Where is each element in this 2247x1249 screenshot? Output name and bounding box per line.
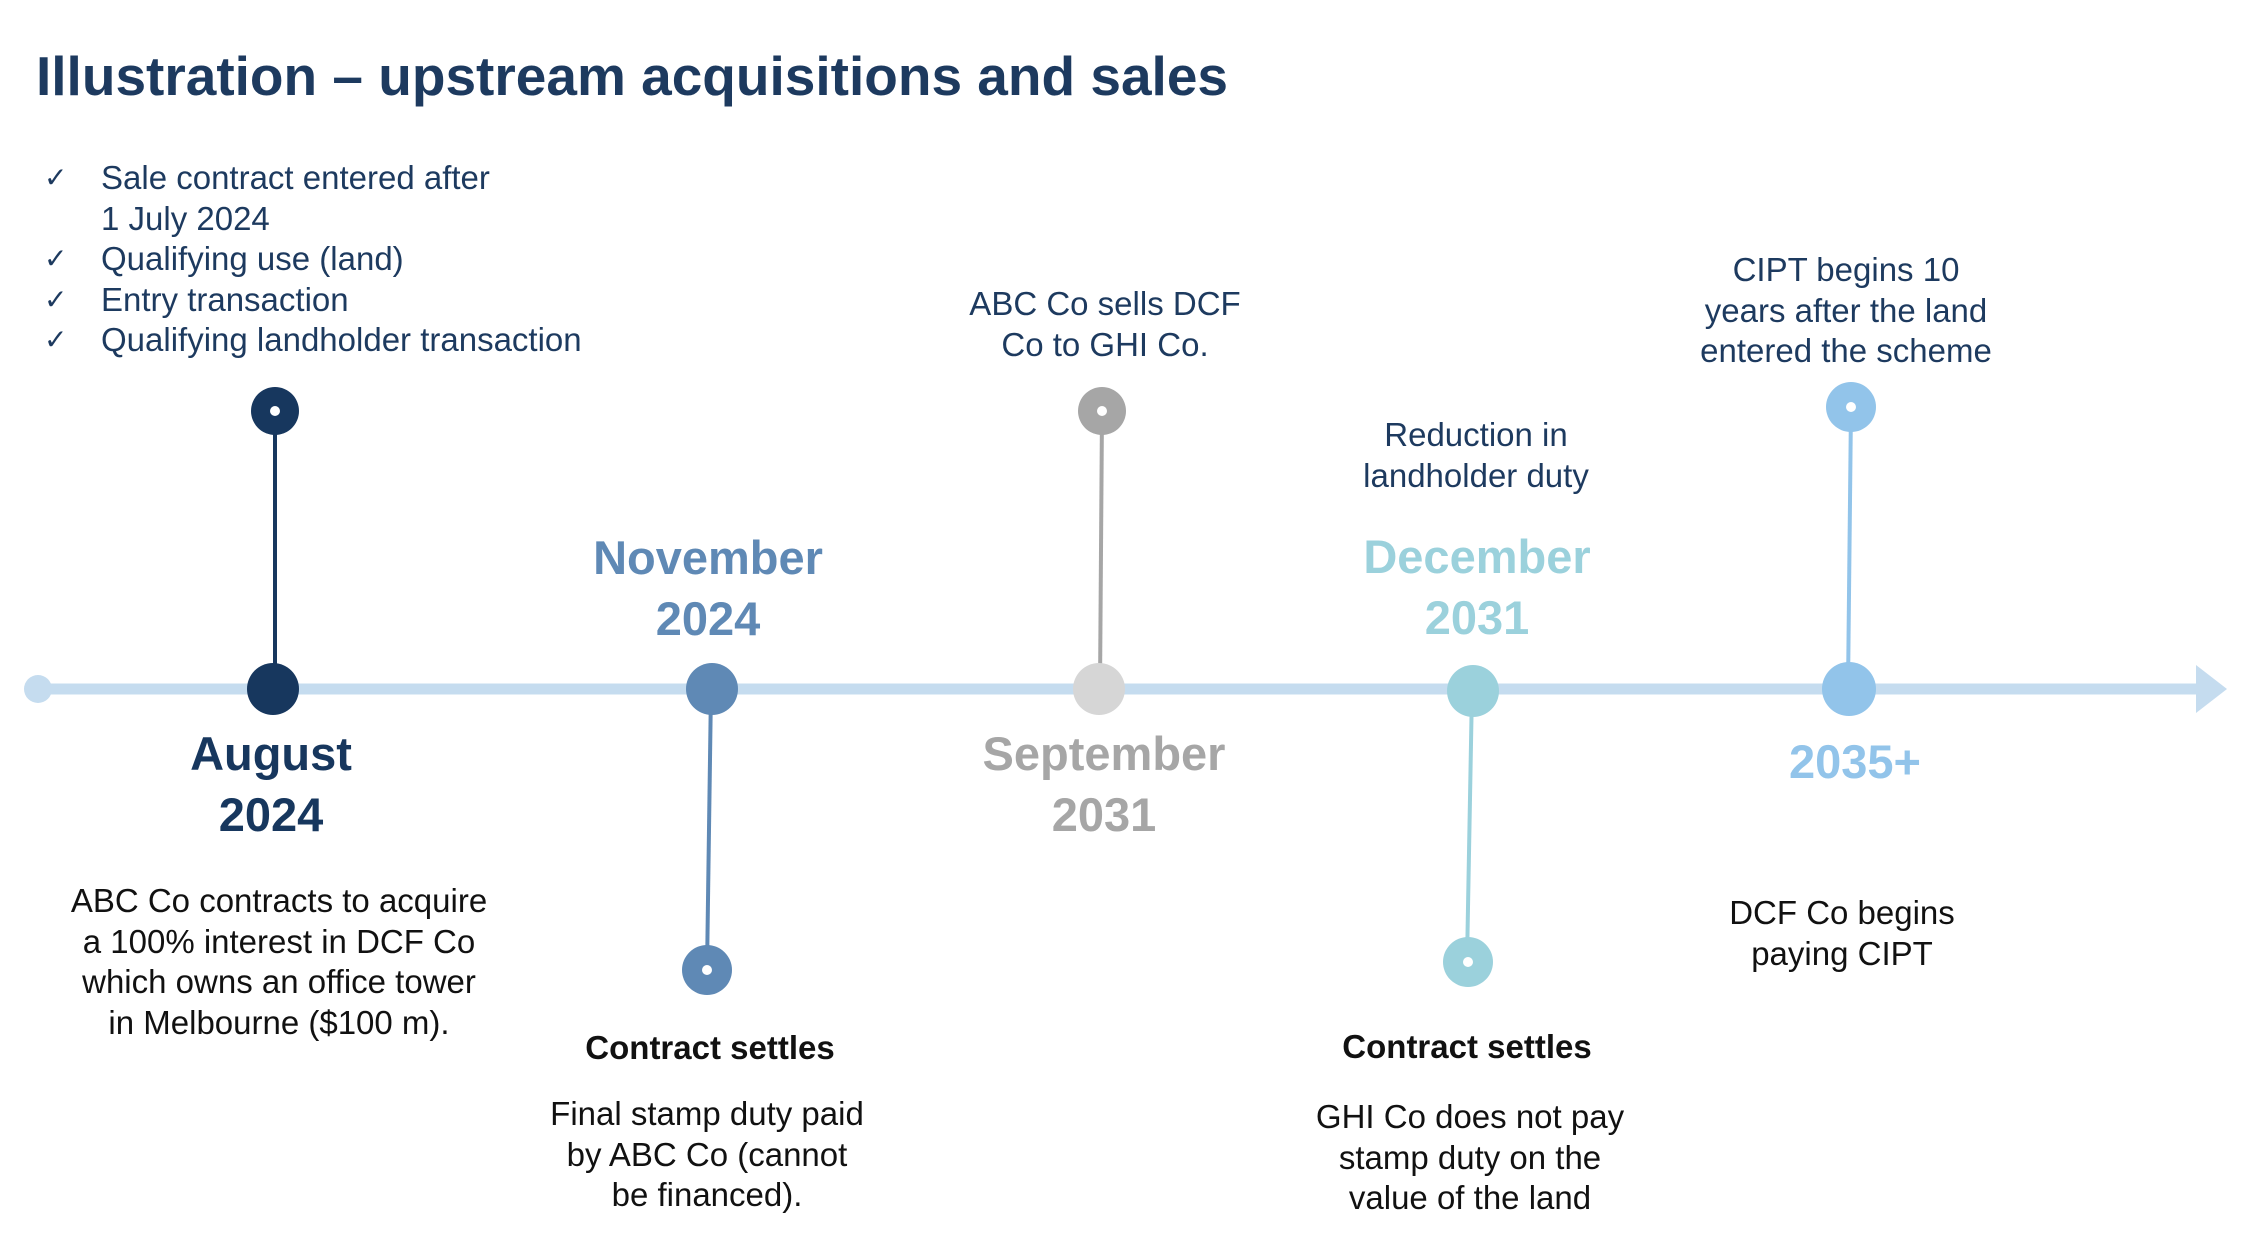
dec2031-note-line: landholder duty [1363, 456, 1589, 494]
sep2031-desc-line: Co to GHI Co. [1001, 325, 1209, 363]
y2035-description: DCF Co begins paying CIPT [1729, 893, 1955, 974]
criteria-item: ✓ Sale contract entered after 1 July 202… [44, 158, 661, 239]
aug2024-axis-marker [247, 663, 299, 715]
y2035-note-line: CIPT begins 10 [1732, 251, 1960, 288]
nov2024-bottom-marker-center [702, 965, 712, 975]
nov2024-description: Final stamp duty paid by ABC Co (cannot … [550, 1094, 864, 1216]
criteria-item: ✓ Qualifying use (land) [44, 239, 661, 280]
page-title: Illustration – upstream acquisitions and… [36, 45, 1229, 107]
nov2024-connector [705, 688, 713, 971]
check-icon: ✓ [44, 282, 68, 316]
aug2024-top-marker-center [270, 406, 280, 416]
aug2024-desc-line: ABC Co contracts to acquire [70, 882, 488, 919]
nov2024-desc-line: Final stamp duty paid [550, 1095, 864, 1132]
check-icon: ✓ [44, 161, 68, 194]
dec2031-year: 2031 [1424, 591, 1530, 644]
dec2031-connector [1465, 688, 1474, 963]
sep2031-date-label: September 2031 [983, 723, 1226, 845]
criteria-item: ✓ Entry transaction [44, 280, 661, 321]
check-icon: ✓ [44, 242, 68, 275]
dec2031-note-line: Reduction in [1384, 416, 1568, 453]
criteria-item: ✓ Qualifying landholder transaction [44, 320, 661, 361]
sep2031-axis-marker [1073, 663, 1125, 715]
y2035-desc-line: DCF Co begins [1729, 894, 1955, 931]
y2035-desc-line: paying CIPT [1751, 934, 1933, 972]
y2035-top-marker-center [1846, 402, 1856, 412]
dec2031-desc-line: value of the land [1348, 1179, 1592, 1216]
dec2031-heading: Contract settles [1342, 1028, 1592, 1065]
sep2031-month: September [982, 727, 1226, 780]
criteria-text-continued: 1 July 2024 [101, 199, 270, 237]
dec2031-month: December [1363, 530, 1591, 583]
dec2031-date-label: December 2031 [1363, 526, 1590, 648]
dec2031-desc-line: stamp duty on the [1338, 1138, 1602, 1176]
criteria-text: Entry transaction [101, 280, 349, 318]
aug2024-date-label: August 2024 [190, 723, 352, 845]
aug2024-desc-line: which owns an office tower [82, 963, 476, 1000]
dec2031-axis-marker [1447, 665, 1499, 717]
criteria-text: Sale contract entered after [101, 159, 490, 196]
nov2024-year: 2024 [655, 592, 761, 645]
nov2024-desc-line: by ABC Co (cannot [566, 1135, 848, 1173]
dec2031-desc-line: GHI Co does not pay [1315, 1098, 1625, 1135]
sep2031-top-marker-center [1097, 406, 1107, 416]
sep2031-year: 2031 [1051, 788, 1157, 841]
sep2031-description: ABC Co sells DCF Co to GHI Co. [969, 284, 1240, 365]
nov2024-axis-marker [686, 663, 738, 715]
sep2031-connector [1098, 410, 1104, 690]
check-icon: ✓ [44, 323, 68, 356]
timeline-start-dot [24, 675, 52, 703]
dec2031-description: GHI Co does not pay stamp duty on the va… [1316, 1097, 1624, 1219]
nov2024-heading: Contract settles [585, 1029, 835, 1066]
criteria-text: Qualifying use (land) [101, 240, 404, 277]
dec2031-bottom-marker-center [1463, 957, 1473, 967]
nov2024-desc-line: be financed). [611, 1176, 803, 1213]
criteria-checklist: ✓ Sale contract entered after 1 July 202… [44, 158, 661, 361]
sep2031-desc-line: ABC Co sells DCF [969, 285, 1241, 322]
aug2024-desc-line: a 100% interest in DCF Co [82, 922, 476, 960]
aug2024-month: August [190, 727, 352, 780]
dec2031-note: Reduction in landholder duty [1363, 415, 1589, 496]
aug2024-year: 2024 [218, 788, 324, 841]
y2035-note: CIPT begins 10 years after the land ente… [1700, 250, 1992, 372]
aug2024-description: ABC Co contracts to acquire a 100% inter… [71, 881, 487, 1043]
nov2024-date-label: November 2024 [593, 527, 823, 649]
y2035-connector [1846, 406, 1853, 690]
nov2024-month: November [593, 531, 823, 584]
timeline-arrowhead [2196, 665, 2227, 713]
y2035-axis-marker [1822, 662, 1876, 716]
y2035-date-label: 2035+ [1788, 735, 1922, 788]
aug2024-desc-line: in Melbourne ($100 m). [108, 1003, 450, 1041]
y2035-note-line: entered the scheme [1700, 332, 1992, 369]
y2035-note-line: years after the land [1704, 291, 1988, 329]
criteria-text: Qualifying landholder transaction [101, 321, 582, 358]
